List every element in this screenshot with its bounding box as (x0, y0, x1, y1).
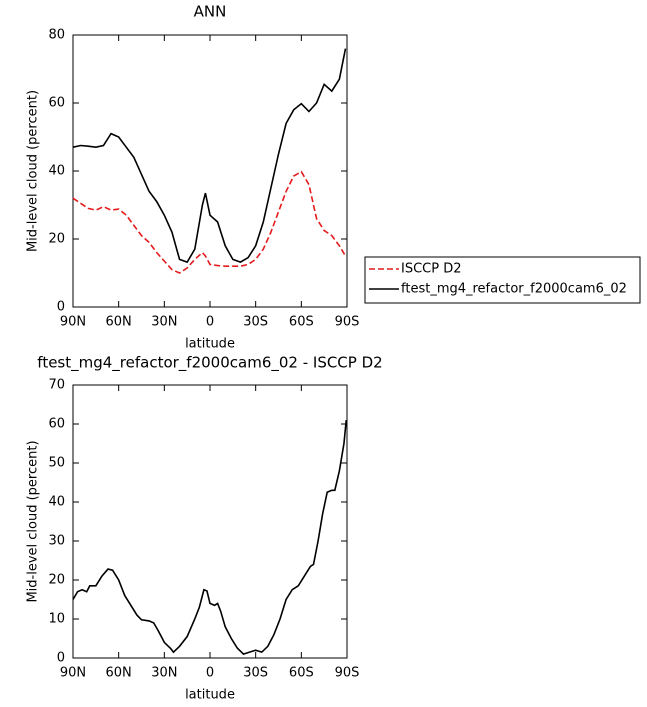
y-tick-label: 60 (48, 96, 65, 111)
x-tick-label: 60S (289, 666, 314, 681)
x-tick-label: 30N (151, 315, 177, 330)
y-axis-label: Mid-level cloud (percent) (26, 90, 41, 252)
y-tick-label: 20 (48, 232, 65, 247)
y-tick-label: 70 (48, 378, 65, 393)
legend-box (364, 256, 641, 304)
x-tick-label: 30N (151, 666, 177, 681)
chart-title: ftest_mg4_refactor_f2000cam6_02 - ISCCP … (37, 354, 382, 373)
chart-title: ANN (194, 3, 227, 21)
y-tick-label: 40 (48, 164, 65, 179)
x-tick-label: 90N (60, 315, 86, 330)
x-tick-label: 60S (289, 315, 314, 330)
x-tick-label: 90N (60, 666, 86, 681)
x-axis-label: latitude (185, 337, 235, 352)
y-tick-label: 80 (48, 28, 65, 43)
plot-frame (72, 384, 348, 659)
y-tick-label: 0 (57, 651, 65, 666)
y-tick-label: 20 (48, 573, 65, 588)
series-line (72, 170, 347, 274)
x-axis-label: latitude (185, 688, 235, 703)
y-tick-label: 10 (48, 612, 65, 627)
x-tick-label: 30S (243, 315, 268, 330)
x-tick-label: 90S (335, 315, 360, 330)
x-tick-label: 90S (335, 666, 360, 681)
y-axis-label: Mid-level cloud (percent) (26, 440, 41, 602)
x-tick-label: 60N (106, 315, 132, 330)
x-tick-label: 0 (206, 666, 214, 681)
y-tick-label: 40 (48, 495, 65, 510)
x-tick-label: 0 (206, 315, 214, 330)
y-tick-label: 50 (48, 456, 65, 471)
x-tick-label: 60N (106, 666, 132, 681)
y-tick-label: 30 (48, 534, 65, 549)
plot-frame (72, 34, 348, 308)
x-tick-label: 30S (243, 666, 268, 681)
legend-label: ISCCP D2 (401, 262, 462, 277)
y-tick-label: 60 (48, 417, 65, 432)
legend-label: ftest_mg4_refactor_f2000cam6_02 (401, 282, 627, 297)
y-tick-label: 0 (57, 300, 65, 315)
series-line (72, 48, 347, 264)
series-line (72, 420, 348, 656)
